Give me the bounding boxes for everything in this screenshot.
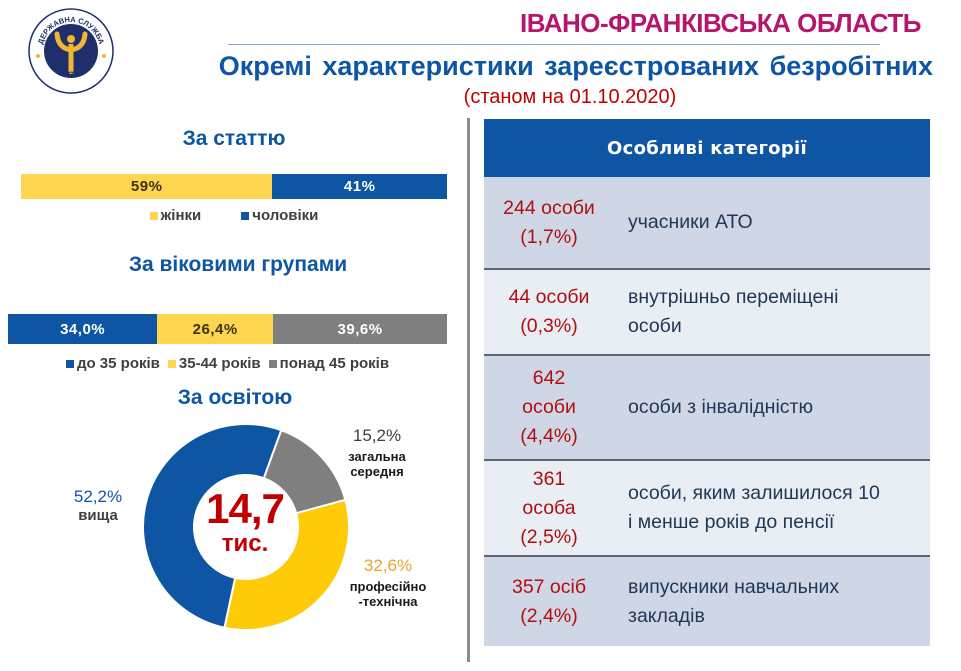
table-header: Особливі категорії (484, 119, 930, 177)
legend-label-35-44: 35-44 років (178, 355, 261, 372)
legend-swatch-blue (241, 211, 250, 220)
legend-item-over-45: понад 45 років (268, 355, 390, 372)
total-unit: тис. (221, 530, 269, 557)
label-vocational: 32,6% професійно -технічна (338, 556, 438, 609)
slice-vocational (223, 498, 350, 631)
row-description: учасники АТО (628, 211, 753, 233)
date-note: (станом на 01.10.2020) (463, 86, 677, 108)
gender-section-title: За статтю (182, 127, 286, 150)
gender-bar: 59% 41% (21, 174, 447, 199)
legend-label-men: чоловіки (252, 207, 319, 224)
education-donut-chart (142, 423, 350, 631)
age-section-title: За віковими групами (128, 253, 348, 276)
age-bar: 34,0% 26,4% 39,6% (8, 314, 447, 344)
legend-item-under-35: до 35 років (65, 355, 160, 372)
legend-swatch-gray (268, 359, 277, 368)
row-description: внутрішньо переміщені особи (628, 286, 839, 337)
legend-item-35-44: 35-44 років (167, 355, 261, 372)
row-count: 642 особи (4,4%) (520, 367, 578, 447)
age-bar-35-44: 26,4% (157, 314, 274, 344)
pct-general: 15,2% (352, 426, 402, 445)
legend-item-women: жінки (149, 207, 202, 224)
label-higher: вища (78, 507, 118, 524)
label-general-1: загальна (348, 449, 406, 464)
gender-legend: жінки чоловіки (21, 207, 447, 224)
logo-emblem-icon: ДЕРЖАВНА СЛУЖБА ЗАЙНЯТОСТІ (28, 8, 114, 94)
row-count: 361 особа (2,5%) (520, 467, 578, 548)
gender-bar-men: 41% (272, 174, 447, 199)
legend-item-men: чоловіки (241, 207, 318, 224)
label-general-secondary: 15,2% загальна середня (332, 426, 422, 479)
title-underline (228, 44, 880, 45)
donut-center-total: 14,7 тис. (195, 487, 295, 557)
region-title: ІВАНО-ФРАНКІВСЬКА ОБЛАСТЬ (520, 8, 922, 38)
pct-higher: 52,2% (73, 487, 123, 506)
row-count: 244 особи (1,7%) (503, 196, 595, 248)
age-bar-over-45: 39,6% (273, 314, 447, 344)
page-title: Окремі характеристики зареєстрованих без… (218, 51, 933, 81)
gender-bar-women: 59% (21, 174, 273, 199)
total-value: 14,7 (206, 485, 285, 532)
vertical-divider (467, 118, 470, 662)
label-general-2: середня (350, 464, 404, 479)
legend-label-over-45: понад 45 років (279, 355, 390, 372)
table-row: 357 осіб (2,4%) випускники навчальних за… (484, 555, 930, 646)
legend-swatch-yellow (167, 359, 176, 368)
row-description: особи з інвалідністю (628, 396, 814, 418)
row-count: 44 особи (0,3%) (508, 286, 590, 337)
table-row: 642 особи (4,4%) особи з інвалідністю (484, 354, 930, 459)
table-row: 244 особи (1,7%) учасники АТО (484, 177, 930, 268)
label-vocational-1: професійно (349, 579, 427, 594)
legend-swatch-blue (65, 359, 74, 368)
legend-swatch-yellow (149, 211, 158, 220)
employment-service-logo: ДЕРЖАВНА СЛУЖБА ЗАЙНЯТОСТІ (28, 8, 114, 94)
age-bar-under-35: 34,0% (8, 314, 158, 344)
row-description: випускники навчальних закладів (628, 575, 840, 627)
row-description: особи, яким залишилося 10 і менше років … (628, 482, 880, 533)
legend-label-women: жінки (160, 207, 202, 224)
label-higher-education: 52,2% вища (58, 487, 138, 524)
pct-vocational: 32,6% (363, 556, 413, 575)
table-row: 44 особи (0,3%) внутрішньо переміщені ос… (484, 268, 930, 354)
row-count: 357 осіб (2,4%) (511, 575, 587, 627)
label-vocational-2: -технічна (358, 594, 418, 609)
education-section-title: За освітою (177, 386, 293, 409)
special-categories-table: Особливі категорії 244 особи (1,7%) учас… (484, 119, 930, 646)
legend-label-under-35: до 35 років (76, 355, 160, 372)
table-row: 361 особа (2,5%) особи, яким залишилося … (484, 459, 930, 555)
slice-higher (142, 423, 283, 629)
age-legend: до 35 років 35-44 років понад 45 років (8, 355, 447, 372)
